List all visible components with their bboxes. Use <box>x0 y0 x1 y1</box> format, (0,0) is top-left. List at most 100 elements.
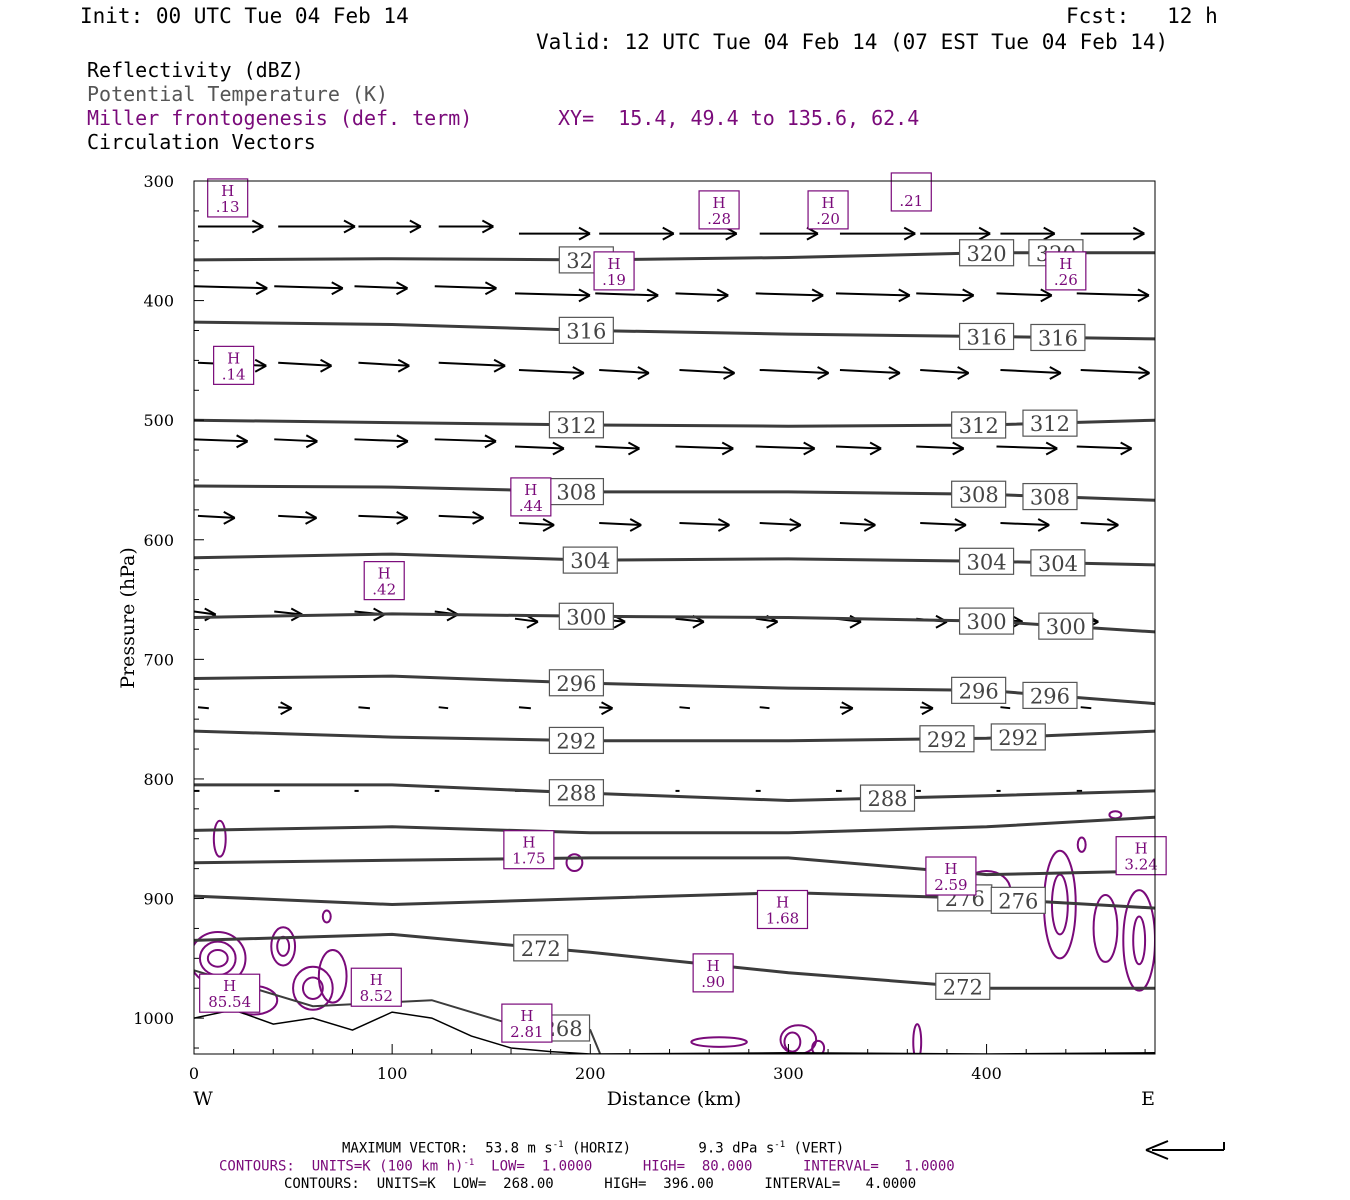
frontogenesis-contour <box>565 853 584 873</box>
vector-shaft <box>1000 706 1011 710</box>
maximum-box <box>692 953 734 993</box>
legend-frontogenesis: Miller frontogenesis (def. term) <box>87 106 473 130</box>
maximum-box <box>593 251 635 291</box>
x-tick-label: 300 <box>773 1064 804 1083</box>
isentrope-label-box <box>951 411 1007 439</box>
plot-frame <box>193 180 1156 1055</box>
isentrope-label: 308 <box>548 477 605 506</box>
isentrope-308 <box>194 484 1155 502</box>
vector-head <box>305 510 318 525</box>
frontogenesis-contour <box>783 1031 802 1053</box>
isentrope-label: 272 <box>935 972 991 1000</box>
circulation-vector <box>1000 706 1011 710</box>
isentrope-label: 292 <box>919 725 975 753</box>
isentrope-label-text: 312 <box>1030 412 1070 436</box>
x-tick-label: 100 <box>377 1064 408 1083</box>
forecast-hour: Fcst: 12 h <box>1066 4 1218 28</box>
frontogenesis-maximum: H.42 <box>363 561 405 601</box>
vector-head <box>716 288 729 303</box>
frontogenesis-contour <box>690 1036 748 1048</box>
circulation-vector <box>1080 366 1150 380</box>
isentrope-label-box <box>1022 409 1078 437</box>
vector-shaft <box>996 292 1052 297</box>
circulation-vector <box>438 219 494 234</box>
isentrope-label-box <box>1038 612 1094 640</box>
vector-head <box>921 701 934 716</box>
isentrope-label-text: 316 <box>1038 326 1078 350</box>
frontogenesis-maximum: H.14 <box>213 345 255 385</box>
vector-shaft <box>514 617 539 623</box>
vector-shaft <box>194 285 268 290</box>
vector-shaft <box>194 610 216 616</box>
isentrope-label-text: 276 <box>998 889 1038 913</box>
isentrope-label: 296 <box>1022 681 1078 710</box>
frontogenesis-contour <box>317 948 348 1004</box>
isentrope-label-text: 272 <box>943 975 983 999</box>
isentrope-label-box <box>562 546 618 574</box>
isentrope-label-box <box>919 725 975 753</box>
vector-head <box>552 441 565 456</box>
isentrope-label: 304 <box>958 547 1015 575</box>
vector-head <box>1138 366 1150 380</box>
vector-head <box>223 510 236 525</box>
circulation-vector <box>197 219 264 234</box>
isentrope-label-text: 312 <box>556 414 596 438</box>
vector-shaft <box>996 445 1058 450</box>
circulation-vector <box>438 358 506 373</box>
circulation-vector <box>759 366 830 380</box>
y-axis-label: Pressure (hPa) <box>117 547 139 689</box>
maximum-box <box>1115 836 1167 876</box>
isentrope-label-box <box>951 480 1007 508</box>
isentrope-label-text: 300 <box>1046 615 1086 639</box>
vector-shaft <box>274 285 343 290</box>
vector-head <box>662 226 675 241</box>
maximum-label: H <box>713 194 726 212</box>
x-tick-label: 200 <box>575 1064 606 1083</box>
init-time: Init: 00 UTC Tue 04 Feb 14 <box>80 4 409 28</box>
maximum-value: .20 <box>816 210 840 228</box>
isentrope-296 <box>194 674 1155 706</box>
vector-shaft <box>194 438 248 443</box>
frontogenesis-contour <box>292 965 334 1011</box>
y-tick-label: 700 <box>143 650 174 669</box>
vector-head <box>251 219 264 234</box>
maximum-label: H <box>227 349 240 367</box>
vector-shaft <box>438 514 484 519</box>
vector-shaft <box>358 361 410 367</box>
isentrope-label: 316 <box>558 316 614 344</box>
vector-shaft <box>1080 522 1119 527</box>
frontogenesis-maximum: H3.24 <box>1115 836 1167 876</box>
vector-head <box>1137 288 1150 303</box>
isentrope-268 <box>194 969 602 1054</box>
x-axis-label: Distance (km) <box>607 1088 742 1110</box>
isentrope-label-box <box>548 779 605 807</box>
isentrope-label-box <box>958 607 1015 635</box>
maximum-value: 8.52 <box>360 987 393 1005</box>
circulation-vector <box>679 706 691 710</box>
vector-shaft <box>278 514 317 519</box>
vector-shaft <box>274 438 318 443</box>
isentrope-label: 300 <box>958 607 1015 635</box>
maximum-box <box>213 345 255 385</box>
maximum-label: H <box>822 194 835 212</box>
vector-shaft <box>759 368 829 374</box>
circulation-vector <box>1000 226 1056 241</box>
vector-head <box>601 701 614 716</box>
vector-shaft <box>839 522 876 527</box>
vector-head <box>343 219 356 234</box>
maximum-value: 1.75 <box>512 850 545 868</box>
vector-head <box>637 366 650 380</box>
isentrope-label-box <box>951 676 1007 704</box>
y-tick-label: 400 <box>143 292 174 311</box>
vector-head <box>717 518 730 532</box>
circulation-vector <box>278 701 293 716</box>
vector-shaft <box>278 361 332 367</box>
circulation-vector <box>518 226 591 241</box>
vector-head <box>646 288 659 303</box>
maximum-value: 85.54 <box>208 993 251 1011</box>
circulation-vector <box>358 358 410 373</box>
circulation-vector <box>839 518 876 532</box>
maximum-label: H <box>221 182 234 200</box>
vector-head <box>1132 226 1145 241</box>
circulation-vector <box>1076 288 1150 303</box>
